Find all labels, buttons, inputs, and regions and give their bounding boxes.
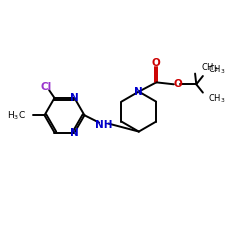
Text: CH$_3$: CH$_3$ [201,61,219,74]
Text: NH: NH [95,120,112,130]
Text: Cl: Cl [40,82,52,92]
Text: N: N [70,128,79,138]
Text: O: O [173,79,182,89]
Text: CH$_3$: CH$_3$ [208,92,226,105]
Text: H$_3$C: H$_3$C [7,109,26,122]
Text: O: O [152,58,161,68]
Text: N: N [134,86,143,97]
Text: CH$_3$: CH$_3$ [208,64,226,76]
Text: N: N [70,93,79,103]
